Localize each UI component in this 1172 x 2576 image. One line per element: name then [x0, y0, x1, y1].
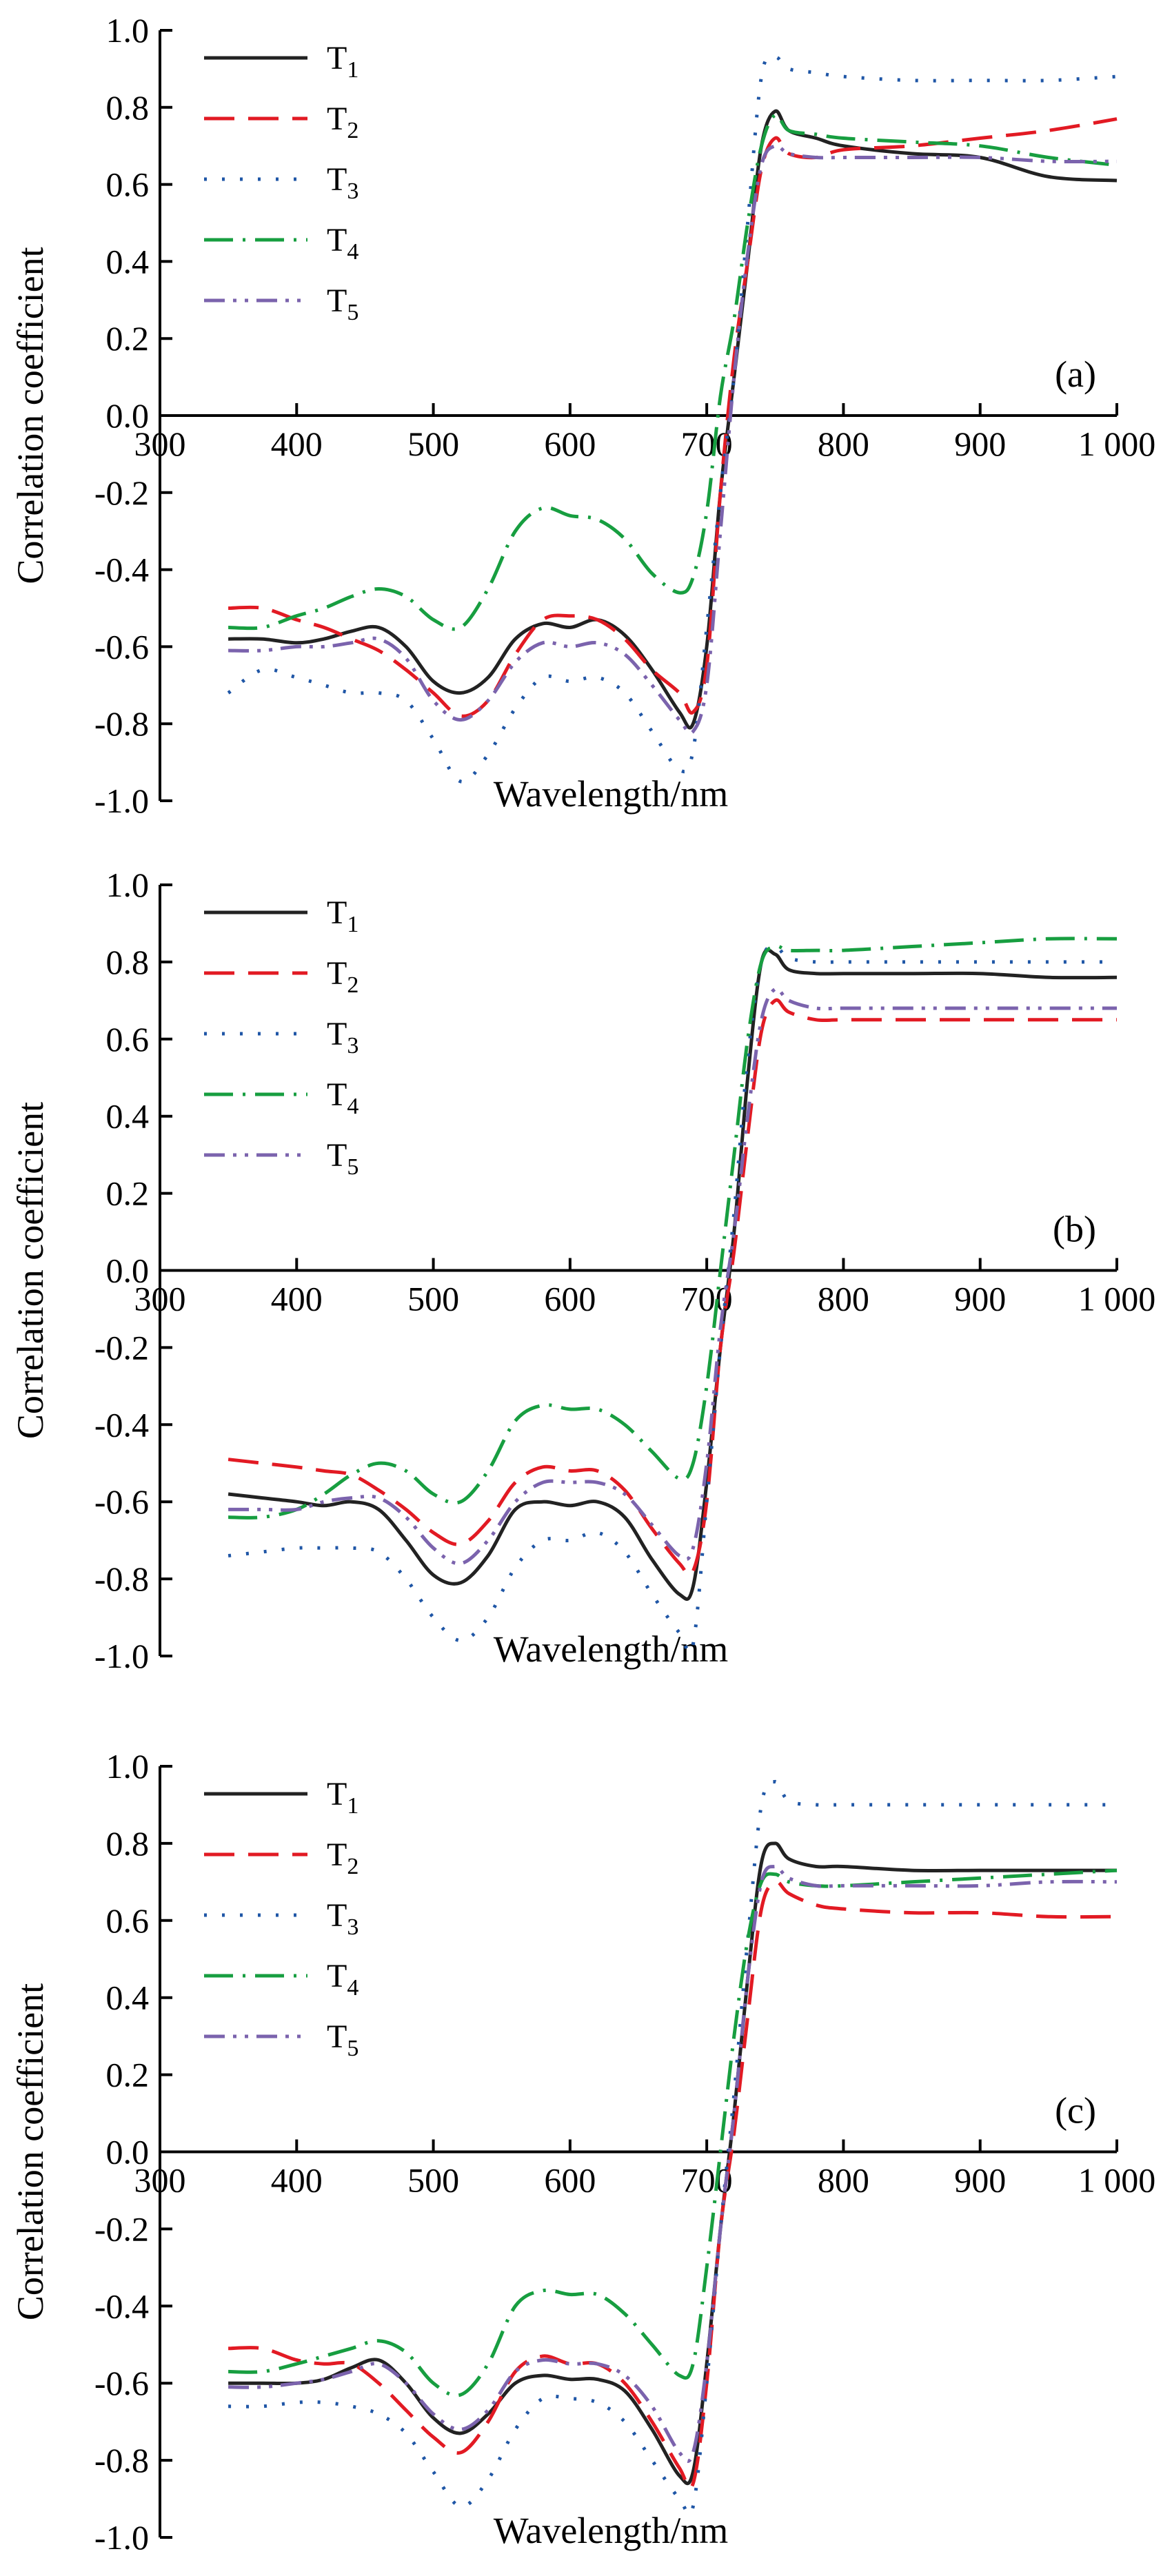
series-line-t5	[228, 986, 1117, 1566]
x-axis-title: Wavelength/nm	[494, 773, 729, 815]
y-tick-label: 0.4	[106, 1979, 150, 2017]
x-tick-label: 500	[407, 2161, 459, 2200]
series-line-t2	[228, 1879, 1118, 2491]
y-tick-label: 0.6	[106, 1020, 150, 1059]
x-tick-label: 800	[818, 1280, 869, 1318]
series-line-t3	[227, 54, 1118, 784]
y-tick-label: 0.0	[106, 2133, 150, 2171]
y-tick-label: 0.2	[106, 2056, 150, 2094]
legend-label-t5: T5	[327, 283, 358, 325]
series-line-t4	[228, 113, 1118, 631]
x-tick-label: 900	[954, 1280, 1006, 1318]
y-tick-label: -1.0	[94, 781, 149, 820]
x-tick-label: 400	[271, 2161, 323, 2200]
legend-label-t4: T4	[327, 222, 358, 265]
x-axis-title: Wavelength/nm	[494, 2510, 729, 2551]
y-tick-label: 0.2	[106, 319, 150, 358]
legend-label-t3: T3	[327, 1897, 358, 1940]
x-tick-label: 800	[818, 425, 869, 463]
x-tick-label: 900	[954, 425, 1006, 463]
y-tick-label: -0.8	[94, 704, 149, 743]
y-tick-label: -1.0	[94, 1637, 149, 1675]
y-tick-label: 1.0	[106, 1747, 150, 1786]
panel-1: 1.0 0.8 0.6 0.4 0.2 0.0 -0.2 -0.4 -0.6 -0.8 -1.0 30…	[10, 11, 1155, 820]
y-tick-label: -0.2	[94, 473, 149, 512]
y-tick-label: -0.4	[94, 1405, 149, 1444]
y-tick-label: 0.8	[106, 88, 150, 127]
legend-label-t4: T4	[327, 1076, 358, 1119]
y-tick-label: 0.6	[106, 1901, 150, 1940]
y-tick-label: -0.8	[94, 2441, 149, 2480]
y-tick-label: 0.8	[106, 1824, 150, 1863]
x-tick-label: 1 000	[1078, 425, 1156, 463]
y-tick-label: 0.4	[106, 1097, 150, 1136]
y-tick-label: -0.2	[94, 2209, 149, 2248]
legend-label-t2: T2	[327, 1837, 358, 1879]
legend-label-t1: T1	[327, 895, 358, 937]
x-tick-label: 600	[544, 2161, 596, 2200]
panel-label: (a)	[1055, 354, 1096, 395]
x-tick-label: 1 000	[1078, 1280, 1156, 1318]
legend-label-t3: T3	[327, 161, 358, 204]
legend-label-t5: T5	[327, 2018, 358, 2061]
series-line-t5	[228, 1865, 1118, 2463]
y-tick-label: -0.6	[94, 627, 149, 666]
x-tick-label: 500	[407, 1280, 459, 1318]
x-tick-label: 400	[271, 1280, 323, 1318]
y-tick-label: -1.0	[94, 2518, 149, 2557]
panel-label: (b)	[1053, 1209, 1096, 1250]
x-tick-label: 300	[134, 2161, 186, 2200]
y-tick-label: -0.4	[94, 2287, 149, 2325]
series-line-t1	[228, 948, 1118, 1601]
x-tick-label: 600	[544, 425, 596, 463]
y-tick-label: 0.6	[106, 165, 150, 204]
y-tick-label: -0.4	[94, 551, 149, 589]
series-line-t4	[228, 1868, 1118, 2398]
y-tick-label: -0.6	[94, 2364, 149, 2402]
y-tick-label: 1.0	[106, 866, 150, 904]
y-axis-title: Correlation coefficient	[10, 1983, 51, 2320]
panel-label: (c)	[1055, 2090, 1096, 2132]
y-tick-label: 0.4	[106, 242, 150, 280]
series-line-t2	[228, 998, 1117, 1577]
x-tick-label: 400	[271, 425, 323, 463]
y-tick-label: -0.6	[94, 1482, 149, 1521]
x-tick-label: 500	[407, 425, 459, 463]
x-tick-label: 800	[818, 2161, 869, 2200]
x-tick-label: 900	[954, 2161, 1006, 2200]
x-tick-label: 600	[544, 1280, 596, 1318]
legend-label-t1: T1	[327, 1776, 358, 1819]
series-line-t4	[228, 937, 1118, 1520]
panel-3: 1.0 0.8 0.6 0.4 0.2 0.0 -0.2 -0.4 -0.6 -0.8 -1.0 30…	[10, 1747, 1155, 2557]
panel-2: 1.0 0.8 0.6 0.4 0.2 0.0 -0.2 -0.4 -0.6 -0.8 -1.0 30…	[10, 866, 1155, 1675]
y-tick-label: 0.2	[106, 1174, 150, 1213]
y-tick-label: 0.8	[106, 943, 150, 981]
legend-label-t2: T2	[327, 955, 358, 998]
y-axis-title: Correlation coefficient	[10, 1102, 51, 1439]
legend-label-t4: T4	[327, 1958, 358, 2001]
y-tick-label: 0.0	[106, 1251, 150, 1290]
x-tick-label: 300	[134, 1280, 186, 1318]
y-tick-label: 1.0	[106, 11, 150, 50]
y-tick-label: -0.2	[94, 1328, 149, 1367]
legend-label-t2: T2	[327, 101, 358, 143]
series-line-t1	[228, 109, 1118, 730]
series-line-t3	[228, 1779, 1117, 2517]
y-tick-label: -0.8	[94, 1560, 149, 1598]
series-line-t5	[228, 143, 1118, 735]
x-tick-label: 300	[134, 425, 186, 463]
legend-label-t3: T3	[327, 1016, 358, 1059]
y-tick-label: 0.0	[106, 396, 150, 435]
legend-label-t1: T1	[327, 40, 358, 83]
y-axis-title: Correlation coefficient	[10, 247, 51, 584]
series-line-t2	[228, 117, 1118, 718]
legend-label-t5: T5	[327, 1137, 358, 1180]
x-tick-label: 1 000	[1078, 2161, 1156, 2200]
x-axis-title: Wavelength/nm	[494, 1628, 729, 1670]
